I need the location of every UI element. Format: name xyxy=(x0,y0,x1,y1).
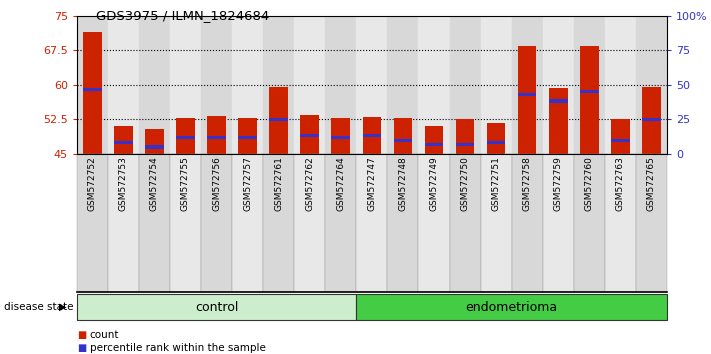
Text: GSM572761: GSM572761 xyxy=(274,156,283,211)
Text: GSM572747: GSM572747 xyxy=(368,156,376,211)
Bar xyxy=(301,115,319,154)
Bar xyxy=(356,16,387,154)
Text: GSM572748: GSM572748 xyxy=(398,156,407,211)
Text: GSM572753: GSM572753 xyxy=(119,156,128,211)
Text: endometrioma: endometrioma xyxy=(466,301,557,314)
Bar xyxy=(176,118,195,154)
Bar xyxy=(449,16,481,154)
Bar xyxy=(456,120,474,154)
Bar xyxy=(325,16,356,154)
Bar xyxy=(487,141,506,144)
Text: count: count xyxy=(90,330,119,339)
Bar xyxy=(170,16,201,154)
Bar xyxy=(363,117,381,154)
Text: GSM572752: GSM572752 xyxy=(88,156,97,211)
Text: percentile rank within the sample: percentile rank within the sample xyxy=(90,343,265,353)
Text: GSM572763: GSM572763 xyxy=(616,156,625,211)
Bar xyxy=(207,136,226,139)
Bar xyxy=(232,16,263,154)
Text: GSM572756: GSM572756 xyxy=(212,156,221,211)
Bar xyxy=(201,16,232,154)
Bar xyxy=(487,123,506,154)
Text: GDS3975 / ILMN_1824684: GDS3975 / ILMN_1824684 xyxy=(96,9,269,22)
Bar xyxy=(387,16,419,154)
Bar xyxy=(269,87,288,154)
Bar xyxy=(611,138,630,142)
Text: GSM572749: GSM572749 xyxy=(429,156,439,211)
Text: GSM572750: GSM572750 xyxy=(461,156,469,211)
Bar xyxy=(542,16,574,154)
Text: GSM572757: GSM572757 xyxy=(243,156,252,211)
Bar xyxy=(611,120,630,154)
Text: ▶: ▶ xyxy=(59,302,67,312)
Text: GSM572755: GSM572755 xyxy=(181,156,190,211)
Bar xyxy=(77,16,108,154)
Bar xyxy=(114,141,133,144)
Bar xyxy=(301,134,319,137)
Text: GSM572760: GSM572760 xyxy=(584,156,594,211)
Bar xyxy=(424,126,443,154)
Bar xyxy=(114,126,133,154)
Bar xyxy=(108,16,139,154)
Bar xyxy=(574,16,605,154)
Bar xyxy=(363,134,381,137)
Bar xyxy=(145,129,164,154)
Bar xyxy=(238,136,257,139)
Bar xyxy=(580,46,599,154)
Bar xyxy=(456,143,474,147)
Bar xyxy=(269,118,288,121)
Bar xyxy=(580,90,599,93)
Bar xyxy=(394,138,412,142)
Bar xyxy=(145,145,164,149)
Bar xyxy=(605,16,636,154)
Text: GSM572758: GSM572758 xyxy=(523,156,532,211)
Text: GSM572759: GSM572759 xyxy=(554,156,562,211)
Bar xyxy=(176,136,195,139)
Bar xyxy=(518,46,537,154)
Bar xyxy=(294,16,325,154)
Bar xyxy=(549,88,567,154)
Bar xyxy=(518,92,537,96)
Bar xyxy=(238,118,257,154)
Bar xyxy=(263,16,294,154)
Text: GSM572765: GSM572765 xyxy=(647,156,656,211)
Text: control: control xyxy=(195,301,238,314)
Bar xyxy=(83,32,102,154)
Bar xyxy=(424,143,443,147)
Bar xyxy=(139,16,170,154)
Bar xyxy=(419,16,449,154)
Text: ■: ■ xyxy=(77,330,86,339)
Text: GSM572751: GSM572751 xyxy=(491,156,501,211)
Bar xyxy=(642,87,661,154)
Bar xyxy=(481,16,512,154)
Bar xyxy=(331,136,350,139)
Text: GSM572764: GSM572764 xyxy=(336,156,346,211)
Bar xyxy=(512,16,542,154)
Bar xyxy=(331,118,350,154)
Bar xyxy=(549,99,567,103)
Bar xyxy=(83,88,102,91)
Text: GSM572754: GSM572754 xyxy=(150,156,159,211)
Text: ■: ■ xyxy=(77,343,86,353)
Text: disease state: disease state xyxy=(4,302,73,312)
Bar xyxy=(642,118,661,121)
Bar xyxy=(207,116,226,154)
Text: GSM572762: GSM572762 xyxy=(305,156,314,211)
Bar xyxy=(394,118,412,154)
Bar xyxy=(636,16,667,154)
